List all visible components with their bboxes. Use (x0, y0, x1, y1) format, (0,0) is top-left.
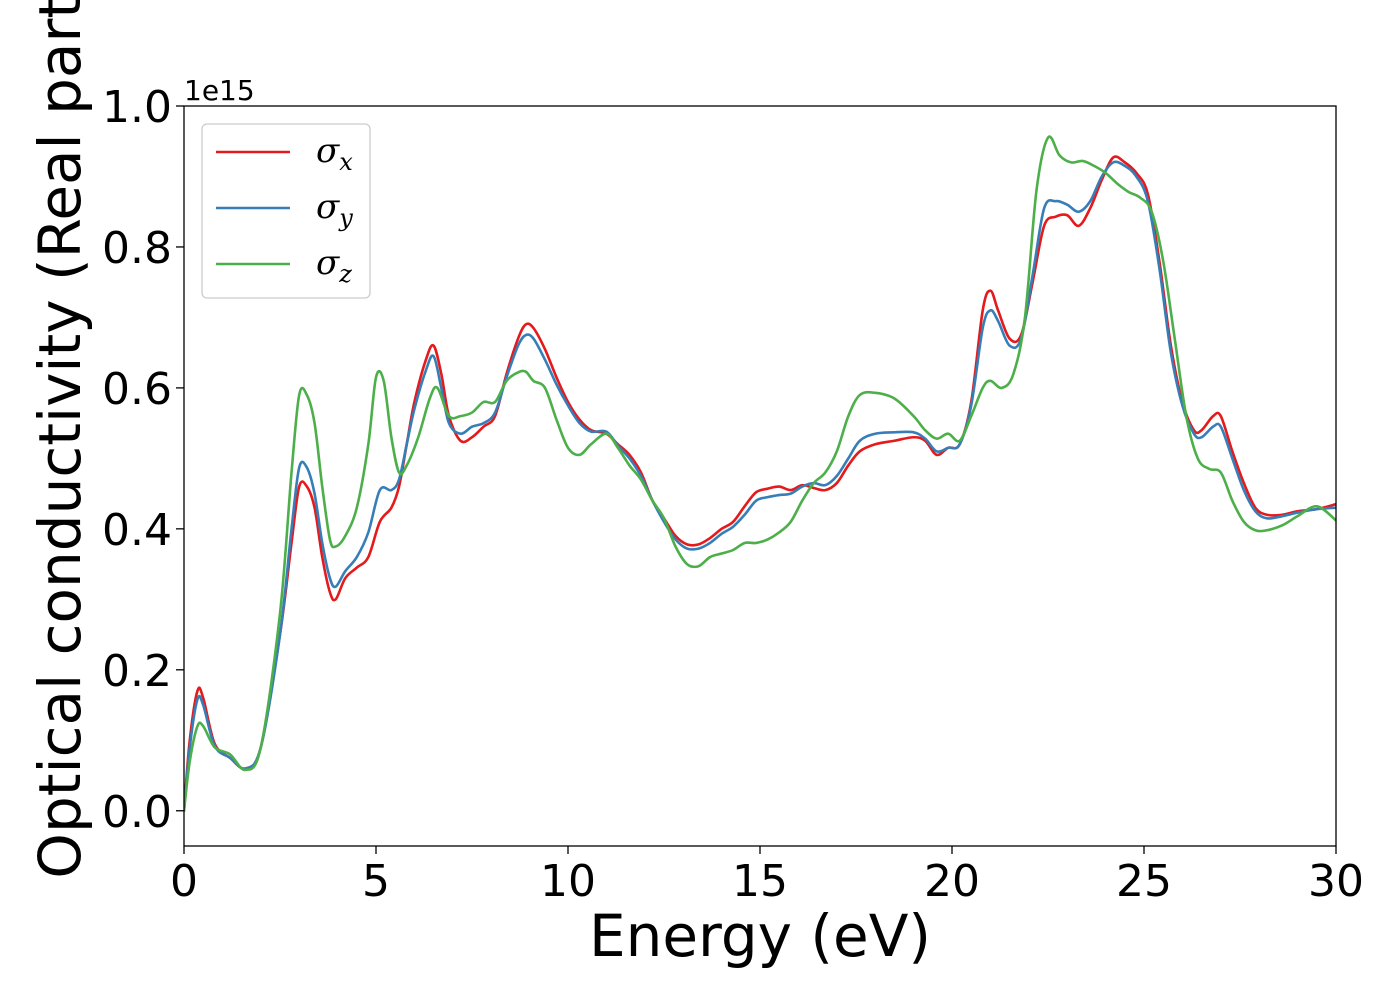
y-tick-label: 0.2 (102, 646, 172, 697)
x-tick-label: 0 (170, 856, 198, 907)
y-tick-label: 0.6 (102, 364, 172, 415)
x-tick-label: 30 (1308, 856, 1364, 907)
y-tick-label: 0.0 (102, 787, 172, 838)
y-offset-label: 1e15 (184, 74, 255, 107)
x-tick-label: 15 (732, 856, 788, 907)
series-line-x (184, 155, 1336, 813)
legend-frame (201, 123, 371, 299)
x-tick-label: 20 (924, 856, 980, 907)
legend: σx σy σz (201, 123, 371, 299)
series-line-y (184, 160, 1336, 813)
x-tick-label: 5 (362, 856, 390, 907)
legend-label-y: σy (316, 187, 353, 232)
x-tick-label: 25 (1116, 856, 1172, 907)
x-axis-label: Energy (eV) (589, 902, 931, 970)
series-line-z (184, 135, 1336, 813)
series-layer (184, 135, 1336, 813)
x-tick-label: 10 (540, 856, 596, 907)
legend-label-x: σx (316, 131, 353, 176)
y-tick-label: 1.0 (102, 82, 172, 133)
legend-label-z: σz (316, 243, 352, 288)
x-axis: 0 5 10 15 20 25 30 (170, 846, 1364, 907)
y-axis-label: Optical conductivity (Real part) (26, 0, 94, 879)
y-tick-label: 0.8 (102, 223, 172, 274)
y-axis: 0.0 0.2 0.4 0.6 0.8 1.0 (102, 82, 184, 838)
y-tick-label: 0.4 (102, 505, 172, 556)
